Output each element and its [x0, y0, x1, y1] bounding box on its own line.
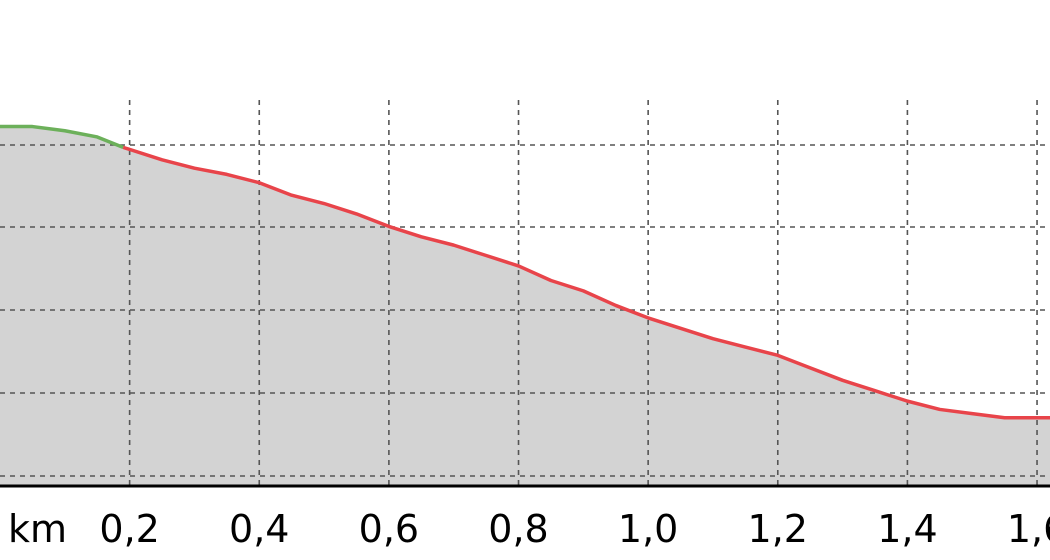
x-tick-labels: 0,2 0,4 0,6 0,8 1,0 1,2 1,4 1,6: [99, 507, 1050, 551]
x-tick-label: 1,4: [877, 507, 937, 551]
x-tick-label: 0,2: [99, 507, 159, 551]
x-tick-label: 0,4: [229, 507, 289, 551]
elevation-segment-1: [0, 124, 124, 149]
x-tick-label: 0,8: [488, 507, 548, 551]
x-tick-label: 1,6: [1007, 507, 1050, 551]
elevation-area-fill: [0, 126, 1050, 486]
grid-lines: [0, 100, 1050, 486]
elevation-lines: [0, 124, 1050, 420]
x-axis-unit-label: km: [8, 507, 67, 551]
x-tick-label: 1,2: [748, 507, 808, 551]
x-tick-label: 1,0: [618, 507, 678, 551]
x-tick-label: 0,6: [359, 507, 419, 551]
elevation-segment-2: [122, 145, 1050, 420]
